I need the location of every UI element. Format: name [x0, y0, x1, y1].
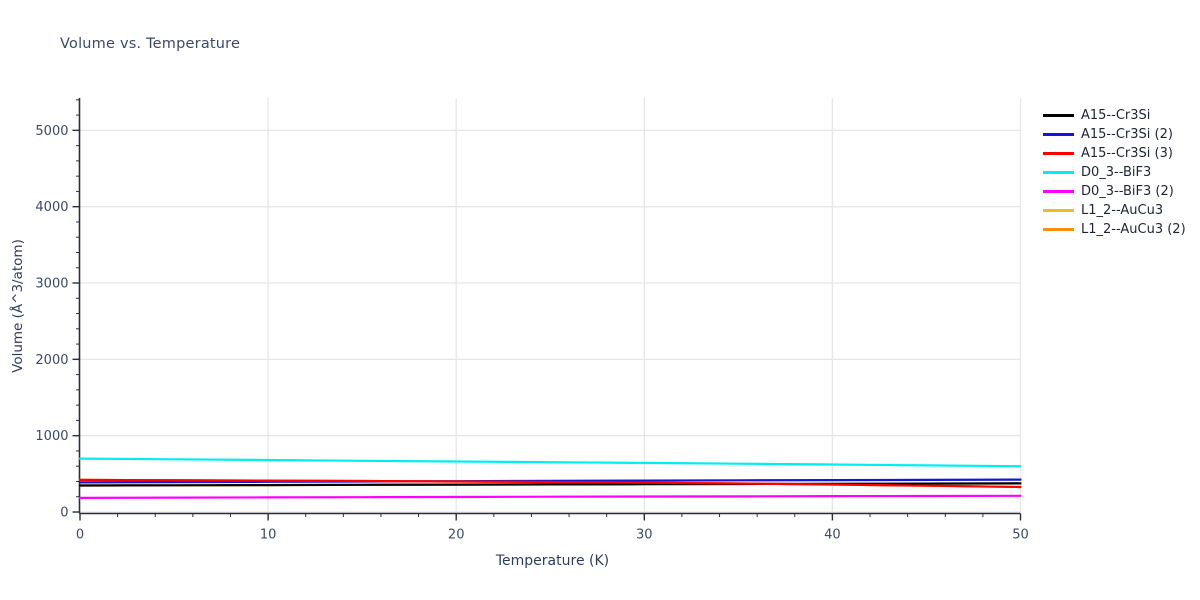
- legend-item-2: A15--Cr3Si (2): [1043, 125, 1186, 144]
- x-tick-label: 50: [1012, 528, 1029, 543]
- series-line-a15-cr3si: [78, 482, 1022, 487]
- legend-swatch: [1043, 228, 1074, 231]
- legend-item-6: L1_2--AuCu3: [1043, 201, 1186, 220]
- y-tick-label: 5000: [35, 124, 68, 139]
- chart-title: Volume vs. Temperature: [60, 36, 241, 52]
- legend-label: A15--Cr3Si (2): [1081, 127, 1173, 142]
- series-line-d0-3-bif3: [78, 457, 1022, 468]
- x-tick-label: 10: [260, 528, 277, 543]
- y-tick-label: 4000: [35, 200, 68, 215]
- y-axis-title: Volume (Å^3/atom): [10, 239, 26, 373]
- y-tick-label: 2000: [35, 353, 68, 368]
- legend-item-3: A15--Cr3Si (3): [1043, 144, 1186, 163]
- legend-item-1: A15--Cr3Si: [1043, 106, 1186, 125]
- x-tick-label: 30: [636, 528, 653, 543]
- series-line-d0-3-bif3-2-: [78, 494, 1022, 499]
- legend-item-4: D0_3--BiF3: [1043, 163, 1186, 182]
- legend-swatch: [1043, 133, 1074, 136]
- series-line-a15-cr3si-3-: [78, 478, 1022, 489]
- legend-item-5: D0_3--BiF3 (2): [1043, 182, 1186, 201]
- legend-swatch: [1043, 209, 1074, 212]
- legend-label: A15--Cr3Si (3): [1081, 146, 1173, 161]
- legend: A15--Cr3Si A15--Cr3Si (2) A15--Cr3Si (3) D0…: [1043, 106, 1186, 239]
- x-tick-label: 20: [448, 528, 465, 543]
- legend-label: A15--Cr3Si: [1081, 108, 1151, 123]
- legend-item-7: L1_2--AuCu3 (2): [1043, 220, 1186, 239]
- x-tick-label: 40: [824, 528, 841, 543]
- legend-swatch: [1043, 190, 1074, 193]
- legend-swatch: [1043, 114, 1074, 117]
- y-tick-label: 3000: [35, 277, 68, 292]
- legend-swatch: [1043, 171, 1074, 174]
- x-axis-title: Temperature (K): [495, 553, 610, 569]
- legend-label: D0_3--BiF3: [1081, 165, 1152, 180]
- legend-swatch: [1043, 152, 1074, 155]
- legend-label: L1_2--AuCu3 (2): [1081, 222, 1186, 237]
- legend-label: L1_2--AuCu3: [1081, 203, 1164, 218]
- y-tick-label: 0: [60, 506, 68, 521]
- legend-label: D0_3--BiF3 (2): [1081, 184, 1174, 199]
- y-tick-label: 1000: [35, 429, 68, 444]
- x-tick-label: 0: [76, 528, 84, 543]
